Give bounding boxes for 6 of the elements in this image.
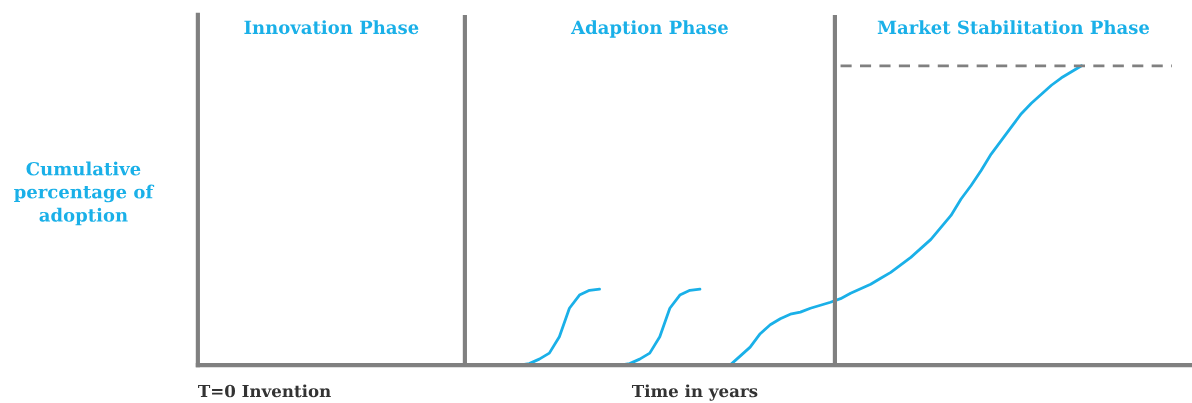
x-axis-title: Time in years (631, 384, 758, 401)
y-axis-title: Cumulative percentage of adoption (14, 161, 155, 226)
text: Innovation Phase (244, 20, 419, 35)
text: T=0 Invention (198, 384, 331, 398)
text: Adaption Phase (570, 20, 728, 38)
text: Market Stabilitation Phase (877, 20, 1150, 35)
